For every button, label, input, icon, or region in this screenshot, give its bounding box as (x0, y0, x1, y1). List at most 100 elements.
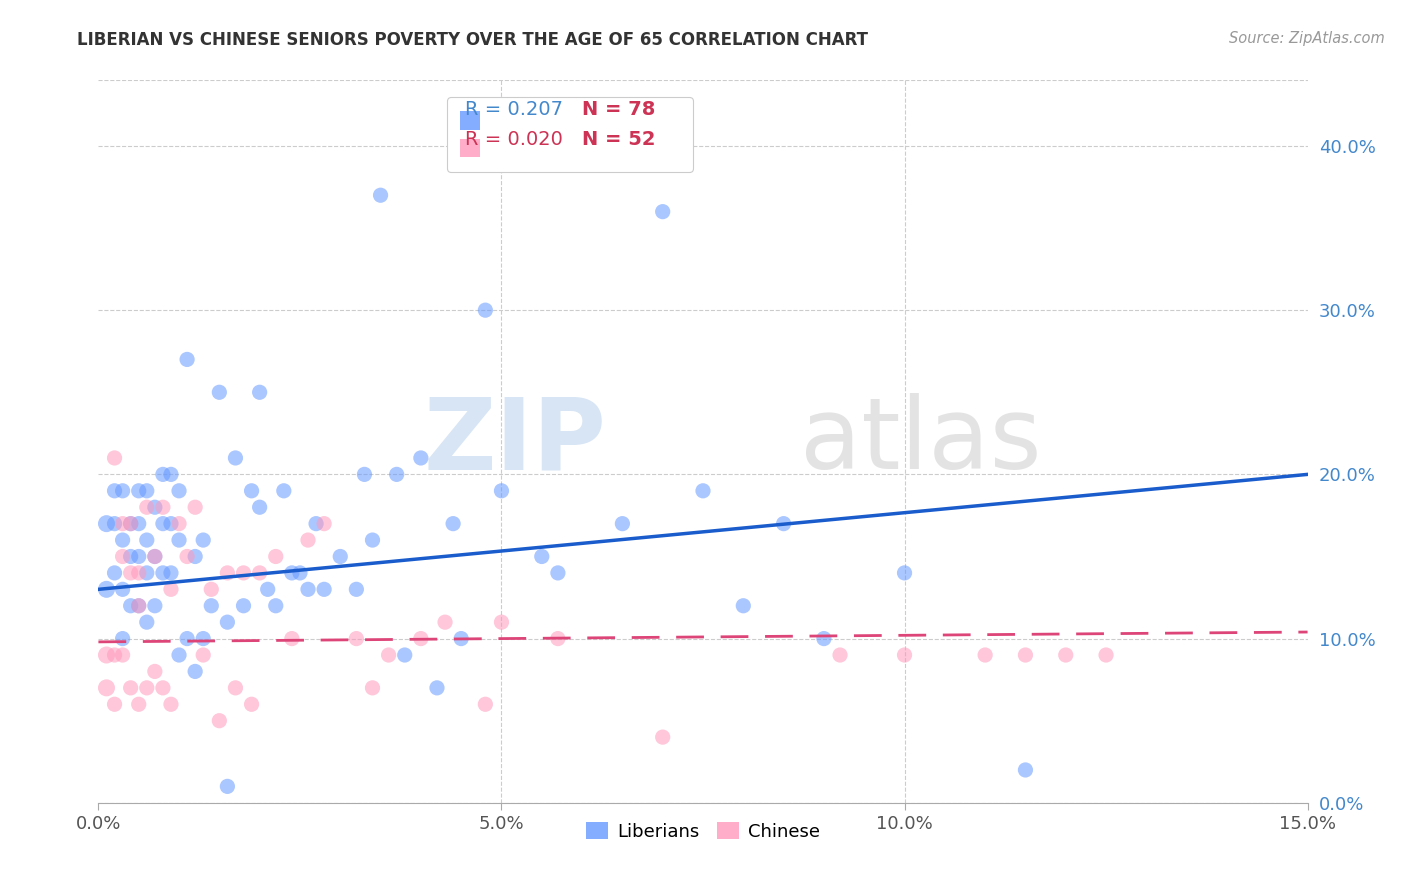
Point (232, 566, 254, 580)
Point (128, 549, 150, 564)
Point (128, 599, 150, 613)
Point (135, 615, 157, 630)
Point (143, 549, 166, 564)
Point (772, 516, 794, 531)
Point (893, 648, 915, 662)
Point (160, 698, 183, 712)
Point (217, 780, 239, 794)
Point (128, 516, 150, 531)
Point (96, 582, 118, 597)
Point (361, 533, 384, 547)
Point (474, 698, 496, 712)
Point (240, 483, 263, 498)
Point (103, 450, 125, 465)
Text: atlas: atlas (800, 393, 1042, 490)
Point (103, 698, 125, 712)
Point (305, 516, 328, 531)
Point (256, 582, 278, 597)
Point (249, 566, 271, 580)
Point (344, 582, 367, 597)
Point (1054, 648, 1077, 662)
Point (297, 533, 319, 547)
Point (385, 467, 408, 482)
Text: R = 0.207: R = 0.207 (465, 100, 562, 119)
Point (167, 516, 190, 531)
Point (176, 352, 198, 367)
Point (547, 566, 569, 580)
Point (474, 303, 496, 318)
Point (217, 566, 239, 580)
Point (1014, 763, 1036, 777)
Point (128, 698, 150, 712)
Point (176, 549, 198, 564)
Point (692, 483, 714, 498)
Text: LIBERIAN VS CHINESE SENIORS POVERTY OVER THE AGE OF 65 CORRELATION CHART: LIBERIAN VS CHINESE SENIORS POVERTY OVER… (77, 31, 869, 49)
Point (249, 500, 271, 515)
Point (530, 549, 553, 564)
Point (409, 632, 432, 646)
Point (232, 599, 254, 613)
Point (160, 516, 183, 531)
Point (167, 648, 190, 662)
Point (264, 599, 287, 613)
Point (128, 599, 150, 613)
Point (193, 648, 215, 662)
Point (152, 516, 174, 531)
Point (441, 516, 464, 531)
Point (111, 648, 134, 662)
Point (152, 566, 174, 580)
Point (111, 533, 134, 547)
Point (314, 516, 336, 531)
Point (143, 665, 166, 679)
Point (974, 648, 997, 662)
Point (103, 566, 125, 580)
Point (103, 648, 125, 662)
Point (184, 549, 207, 564)
Point (176, 632, 198, 646)
Point (264, 549, 287, 564)
Point (152, 467, 174, 482)
Point (135, 483, 157, 498)
Point (160, 582, 183, 597)
Point (184, 500, 207, 515)
Point (651, 204, 673, 219)
Point (103, 483, 125, 498)
Text: R = 0.020: R = 0.020 (465, 130, 562, 149)
Point (224, 681, 246, 695)
Point (547, 632, 569, 646)
Point (612, 516, 634, 531)
Point (281, 632, 304, 646)
Point (111, 632, 134, 646)
Point (491, 615, 513, 630)
Point (120, 681, 142, 695)
Text: N = 78: N = 78 (582, 100, 655, 119)
Point (143, 549, 166, 564)
Point (120, 599, 142, 613)
Point (273, 483, 295, 498)
Point (1014, 648, 1036, 662)
Point (370, 188, 392, 202)
Point (96, 516, 118, 531)
Point (288, 566, 311, 580)
Point (353, 467, 375, 482)
Point (96, 681, 118, 695)
Point (394, 648, 416, 662)
Point (377, 648, 399, 662)
Point (200, 582, 222, 597)
Point (160, 467, 183, 482)
Text: N = 52: N = 52 (582, 130, 655, 149)
Point (135, 566, 157, 580)
Point (111, 516, 134, 531)
Point (733, 599, 755, 613)
Point (96, 648, 118, 662)
Point (135, 500, 157, 515)
Point (167, 483, 190, 498)
Point (143, 599, 166, 613)
Point (208, 385, 231, 400)
Point (409, 450, 432, 465)
Point (184, 665, 207, 679)
Point (217, 615, 239, 630)
Point (128, 566, 150, 580)
Point (135, 533, 157, 547)
Point (344, 632, 367, 646)
